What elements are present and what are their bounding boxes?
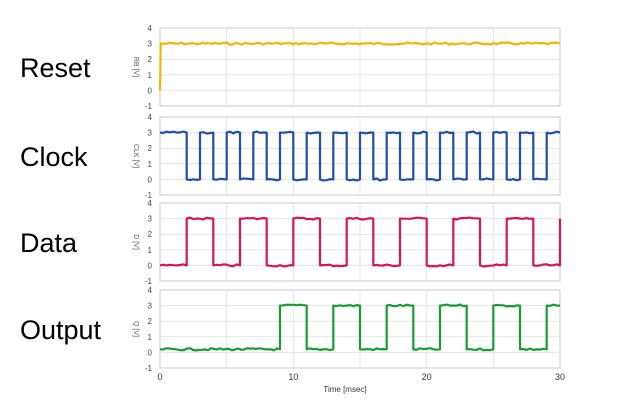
panel-data: Data -1 0 1 2 3 4 D [V] — [20, 199, 562, 286]
y-tick-label: -1 — [145, 277, 153, 286]
panel-clock: Clock -1 0 1 2 3 4 CLK [V] — [20, 113, 561, 200]
waveform-output — [159, 303, 561, 352]
x-axis: 0 10 20 30 Time [msec] — [157, 372, 565, 394]
y-tick-label: 3 — [148, 40, 153, 49]
y-tick-label: 4 — [148, 113, 153, 122]
y-tick-label: 4 — [148, 199, 153, 208]
waveform-clock — [159, 130, 561, 182]
y-tick-label: 1 — [148, 71, 153, 80]
y-tick-label: 1 — [148, 333, 153, 342]
y-tick-label: 0 — [148, 348, 153, 357]
y-tick-label: 1 — [148, 246, 153, 255]
waveform-reset — [158, 41, 561, 91]
row-label-reset: Reset — [20, 53, 91, 83]
y-tick-label: 2 — [148, 144, 153, 153]
panels: Reset -1 0 1 2 3 4 RB [V] Clock -1 0 1 2 3 4 CLK [V] Dat… — [20, 24, 562, 373]
waveform-data — [159, 216, 562, 268]
x-tick-label: 10 — [288, 372, 298, 382]
y-tick-label: 4 — [148, 24, 153, 33]
panel-output: Output -1 0 1 2 3 4 Q [V] — [20, 286, 561, 373]
y-tick-label: 3 — [148, 215, 153, 224]
y-tick-label: -1 — [145, 102, 153, 111]
panel-reset: Reset -1 0 1 2 3 4 RB [V] — [20, 24, 561, 111]
y-tick-label: -1 — [145, 364, 153, 373]
row-label-clock: Clock — [20, 142, 88, 172]
row-label-data: Data — [20, 228, 78, 258]
y-axis-label: D [V] — [132, 234, 139, 250]
y-tick-label: 1 — [148, 160, 153, 169]
y-tick-label: 4 — [148, 286, 153, 295]
y-tick-label: 0 — [148, 86, 153, 95]
y-tick-label: 2 — [148, 55, 153, 64]
y-tick-label: 2 — [148, 317, 153, 326]
y-tick-label: 0 — [148, 175, 153, 184]
y-tick-label: 3 — [148, 302, 153, 311]
y-tick-label: -1 — [145, 191, 153, 200]
y-axis-label: RB [V] — [132, 57, 139, 77]
x-tick-label: 0 — [157, 372, 162, 382]
x-axis-label: Time [msec] — [323, 385, 366, 394]
y-tick-label: 3 — [148, 129, 153, 138]
y-axis-label: CLK [V] — [132, 144, 139, 168]
row-label-output: Output — [20, 315, 102, 345]
y-axis-label: Q [V] — [132, 321, 139, 337]
x-tick-label: 30 — [555, 372, 565, 382]
x-tick-label: 20 — [422, 372, 432, 382]
y-tick-label: 2 — [148, 230, 153, 239]
y-tick-label: 0 — [148, 261, 153, 270]
